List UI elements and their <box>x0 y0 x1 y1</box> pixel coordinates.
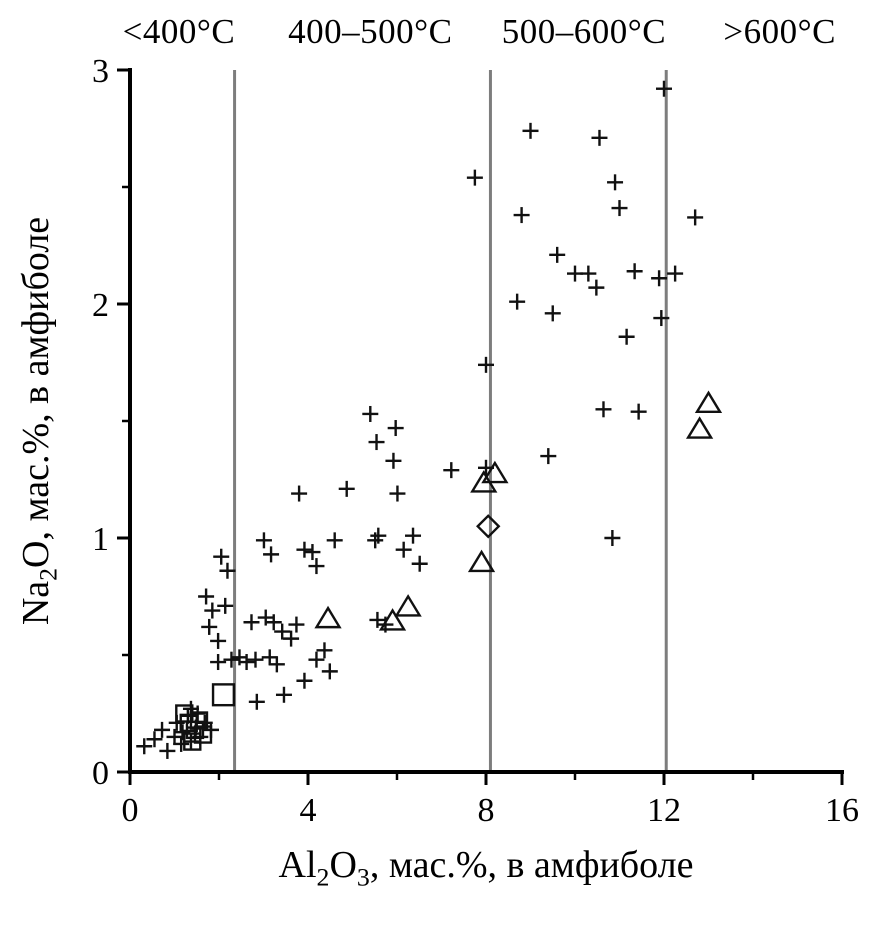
y-axis-title: Na2O, мас.%, в амфиболе <box>11 71 63 771</box>
triangle-marker <box>394 594 422 617</box>
x-tick-label: 12 <box>647 792 681 829</box>
label-text: , мас.%, в амфиболе <box>369 844 694 886</box>
triangle-marker <box>685 416 714 439</box>
subscript: 3 <box>356 862 370 892</box>
triangle-marker <box>378 608 407 631</box>
x-tick-label: 4 <box>300 792 317 829</box>
label-text: O <box>329 844 357 886</box>
square-marker <box>183 732 202 751</box>
triangle-marker <box>467 549 496 573</box>
subscript: 2 <box>316 862 330 892</box>
x-tick-label: 0 <box>122 792 139 829</box>
triangle-marker <box>694 390 723 414</box>
subscript: 2 <box>33 567 63 581</box>
x-tick-label: 16 <box>825 792 859 829</box>
diamond-marker <box>476 514 501 539</box>
label-text: Al <box>278 844 317 886</box>
label-text: Na <box>15 580 57 626</box>
y-tick-label: 2 <box>92 287 109 324</box>
x-axis-title: Al2O3, мас.%, в амфиболе <box>130 843 842 893</box>
x-tick-label: 8 <box>478 792 495 829</box>
square-marker <box>211 683 236 707</box>
temp-zone-label-lt400: <400°C <box>122 12 236 51</box>
square-marker <box>189 711 209 730</box>
triangle-marker <box>481 460 509 484</box>
temp-zone-label-400-500: 400–500°C <box>288 12 453 51</box>
temp-zone-label-gt600: >600°C <box>723 12 836 51</box>
y-tick-label: 1 <box>92 521 109 558</box>
y-tick-label: 3 <box>92 53 109 90</box>
label-text: O, мас.%, в амфиболе <box>15 216 57 568</box>
temp-zone-label-500-600: 500–600°C <box>501 12 667 51</box>
y-tick-label: 0 <box>92 755 109 792</box>
triangle-marker <box>314 605 342 629</box>
